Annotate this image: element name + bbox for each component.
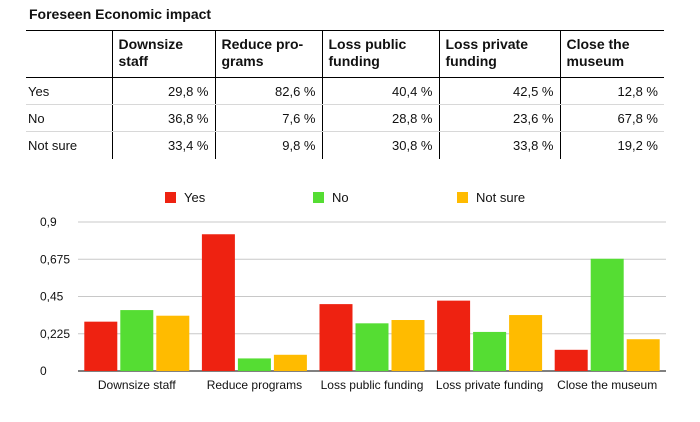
bar xyxy=(319,304,353,371)
y-tick-label: 0,9 xyxy=(40,215,57,229)
column-header: Downsize staff xyxy=(111,30,215,78)
bar xyxy=(437,300,471,371)
table-cell: 36,8 % xyxy=(111,104,215,132)
bar xyxy=(590,258,624,371)
table-cell: 30,8 % xyxy=(321,131,439,159)
table-cell: 7,6 % xyxy=(214,104,322,132)
x-tick-label: Reduce programs xyxy=(207,378,302,392)
table-row: Not sure 33,4 % 9,8 % 30,8 % 33,8 % 19,2… xyxy=(26,131,664,159)
bar xyxy=(84,321,118,371)
column-header: Loss private funding xyxy=(438,30,560,78)
table-cell: 42,5 % xyxy=(438,77,560,105)
row-label: Yes xyxy=(26,77,112,105)
bar xyxy=(509,315,543,371)
table-cell: 29,8 % xyxy=(111,77,215,105)
table-cell: 12,8 % xyxy=(559,77,664,105)
y-tick-label: 0 xyxy=(40,364,47,378)
y-tick-label: 0,45 xyxy=(40,290,64,304)
legend-item-not-sure: Not sure xyxy=(457,190,525,205)
table-cell: 67,8 % xyxy=(559,104,664,132)
header-corner xyxy=(26,30,112,78)
x-tick-label: Close the museum xyxy=(557,378,657,392)
legend-item-yes: Yes xyxy=(165,190,205,205)
table-row: Yes 29,8 % 82,6 % 40,4 % 42,5 % 12,8 % xyxy=(26,77,664,105)
bar xyxy=(120,310,154,371)
table-cell: 40,4 % xyxy=(321,77,439,105)
legend-swatch-no xyxy=(313,192,324,203)
bar xyxy=(156,315,190,371)
table-row: No 36,8 % 7,6 % 28,8 % 23,6 % 67,8 % xyxy=(26,104,664,132)
x-tick-label: Loss private funding xyxy=(436,378,543,392)
legend-swatch-yes xyxy=(165,192,176,203)
table-cell: 19,2 % xyxy=(559,131,664,159)
table-cell: 9,8 % xyxy=(214,131,322,159)
impact-table: Downsize staff Reduce pro-grams Loss publ… xyxy=(26,30,664,159)
table-cell: 23,6 % xyxy=(438,104,560,132)
x-tick-label: Downsize staff xyxy=(98,378,176,392)
bar xyxy=(355,323,389,371)
table-cell: 33,4 % xyxy=(111,131,215,159)
bar xyxy=(554,349,588,371)
column-header: Reduce pro-grams xyxy=(214,30,322,78)
bar xyxy=(201,234,235,371)
bar xyxy=(237,358,271,371)
table-title: Foreseen Economic impact xyxy=(29,6,212,22)
table-cell: 33,8 % xyxy=(438,131,560,159)
y-tick-label: 0,675 xyxy=(40,252,70,266)
legend-swatch-not-sure xyxy=(457,192,468,203)
bar xyxy=(473,331,507,371)
row-label: Not sure xyxy=(28,137,78,153)
legend-item-no: No xyxy=(313,190,349,205)
column-header: Loss public funding xyxy=(321,30,439,78)
x-tick-label: Loss public funding xyxy=(321,378,424,392)
bar xyxy=(626,339,660,371)
table-cell: 82,6 % xyxy=(214,77,322,105)
column-header: Close the museum xyxy=(559,30,664,78)
table-cell: 28,8 % xyxy=(321,104,439,132)
bar xyxy=(273,354,307,371)
bar xyxy=(391,320,425,371)
y-tick-label: 0,225 xyxy=(40,327,70,341)
row-label: No xyxy=(26,104,112,132)
